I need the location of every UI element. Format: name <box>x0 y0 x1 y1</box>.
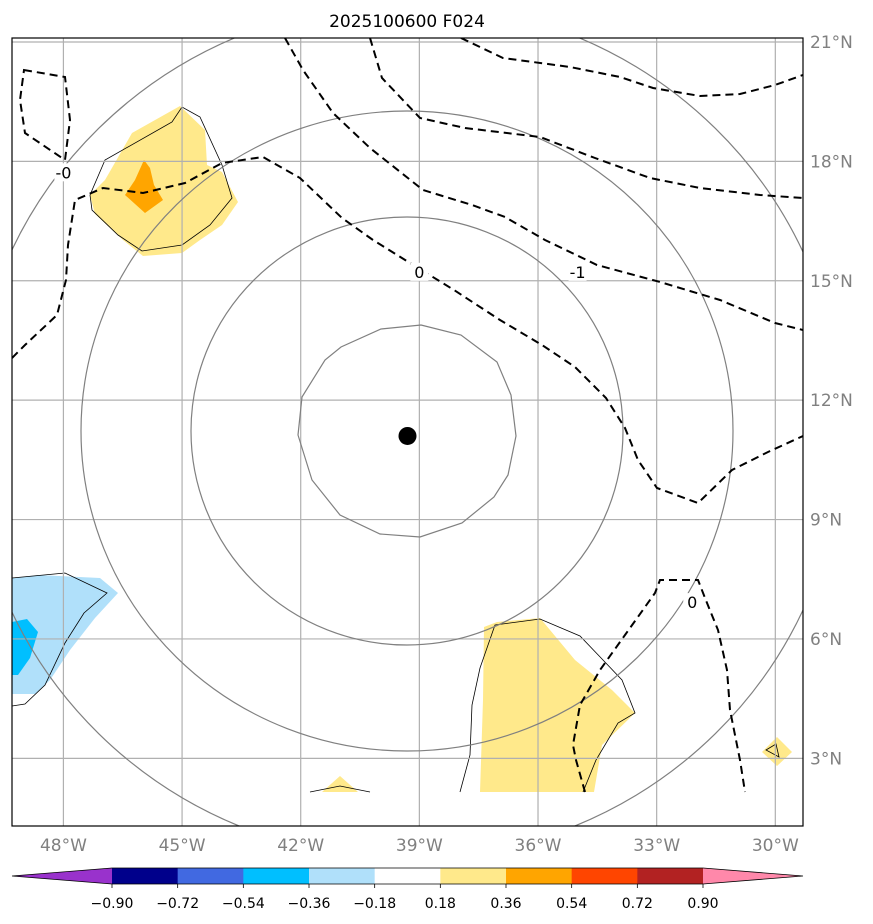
colorbar-tick-label: −0.72 <box>156 896 199 912</box>
positive-anomaly-area-south <box>309 618 792 793</box>
colorbar: −0.90 −0.72 −0.54 −0.36 −0.18 0.18 0.36 0.54 0.7… <box>11 867 804 912</box>
contour-labels: -0 0 -1 0 <box>54 163 702 612</box>
colorbar-tick-label: 0.72 <box>622 896 653 912</box>
contour-label: -1 <box>570 263 586 282</box>
colorbar-swatch <box>703 868 803 884</box>
colorbar-tick-label: 0.54 <box>556 896 587 912</box>
longitude-tick-label: 42°W <box>277 836 324 856</box>
longitude-tick-label: 36°W <box>515 836 562 856</box>
colorbar-swatch <box>309 868 376 884</box>
colorbar-swatch <box>506 868 573 884</box>
range-rings <box>12 38 803 826</box>
colorbar-swatch <box>243 868 310 884</box>
longitude-tick-label: 33°W <box>633 836 680 856</box>
latitude-tick-label: 12°N <box>810 391 853 411</box>
negative-anomaly-area-west <box>12 572 118 707</box>
contour-label-background <box>683 593 702 612</box>
longitude-tick-label: 39°W <box>396 836 443 856</box>
longitude-tick-label: 30°W <box>752 836 799 856</box>
colorbar-swatch <box>637 868 704 884</box>
colorbar-swatch <box>12 868 112 884</box>
dashed-contours <box>12 38 803 793</box>
longitude-tick-label: 45°W <box>159 836 206 856</box>
contour-upper <box>369 38 803 199</box>
contour-label: 0 <box>687 593 697 612</box>
latitude-tick-label: 9°N <box>810 511 842 531</box>
map-plot-area: -0 0 -1 0 <box>12 38 803 826</box>
colorbar-swatch <box>440 868 507 884</box>
map-title: 2025100600 F024 <box>329 12 485 32</box>
axis-labels: 48°W 45°W 42°W 39°W 36°W 33°W 30°W 3°N 6°N 9°N 12°… <box>40 33 853 856</box>
contour-label: -0 <box>55 163 71 182</box>
map-frame <box>11 37 804 827</box>
colorbar-tick-label: −0.90 <box>91 896 134 912</box>
colorbar-swatch <box>112 868 179 884</box>
contour-label-background <box>54 163 73 182</box>
colorbar-tick-label: 0.90 <box>687 896 718 912</box>
latitude-tick-label: 21°N <box>810 33 853 53</box>
storm-center-marker <box>398 426 417 445</box>
longitude-tick-label: 48°W <box>40 836 87 856</box>
colorbar-tick-label: −0.18 <box>353 896 396 912</box>
contour-label-background <box>410 262 429 281</box>
colorbar-tick-label: −0.54 <box>222 896 265 912</box>
contour-zero-south <box>571 579 746 793</box>
contour-minus-zero <box>12 155 803 505</box>
colorbar-tick-label: −0.36 <box>288 896 331 912</box>
colorbar-swatch <box>571 868 638 884</box>
contour-label-background <box>568 262 587 281</box>
latitude-tick-label: 6°N <box>810 630 842 650</box>
positive-anomaly-area-north <box>89 106 238 256</box>
contour-label: 0 <box>414 263 424 282</box>
contour-west-loop <box>18 68 72 162</box>
latitude-tick-label: 18°N <box>810 152 853 172</box>
latitude-tick-label: 15°N <box>810 272 853 292</box>
colorbar-swatch <box>374 868 441 884</box>
contour-top <box>460 38 803 98</box>
colorbar-tick-label: 0.36 <box>490 896 521 912</box>
colorbar-swatch <box>177 868 244 884</box>
colorbar-tick-label: 0.18 <box>425 896 456 912</box>
contour-mid <box>284 38 803 331</box>
latitude-tick-label: 3°N <box>810 749 842 769</box>
